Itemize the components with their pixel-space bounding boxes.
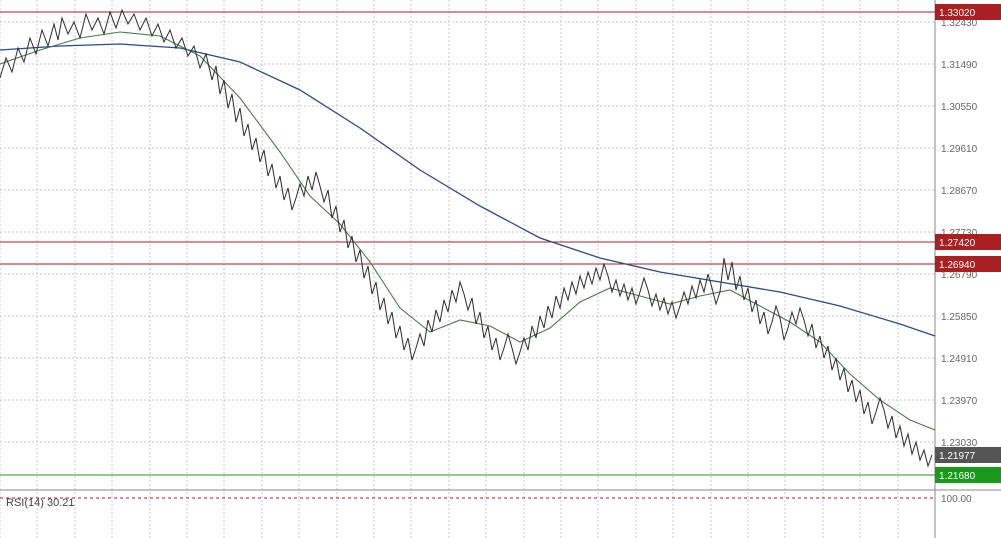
y-tick-label: 1.29610 — [941, 144, 978, 155]
y-tick-label: 1.25850 — [941, 312, 978, 323]
y-tick-label: 1.23970 — [941, 396, 978, 407]
y-tick-label: 1.28670 — [941, 186, 978, 197]
current-price-text: 1.21977 — [939, 451, 976, 462]
y-tick-label: 1.24910 — [941, 354, 978, 365]
indicator-y-label: 100.00 — [941, 494, 972, 505]
level-tag-text: 1.27420 — [939, 238, 976, 249]
level-tag-text: 1.26940 — [939, 260, 976, 271]
indicator-label: RSI(14) 30.21 — [6, 497, 74, 509]
level-tag-text: 1.33020 — [939, 8, 976, 19]
y-tick-label: 1.30550 — [941, 102, 978, 113]
y-tick-label: 1.31490 — [941, 60, 978, 71]
forex-price-chart[interactable]: 1.324301.314901.305501.296101.286701.277… — [0, 0, 1001, 538]
chart-svg: 1.324301.314901.305501.296101.286701.277… — [0, 0, 1001, 538]
level-tag-text: 1.21680 — [939, 471, 976, 482]
